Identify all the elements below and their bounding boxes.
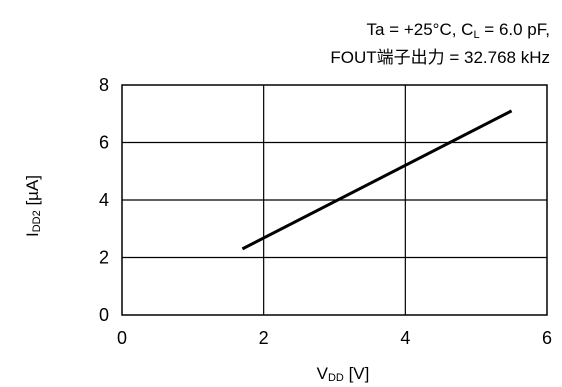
y-tick-label-2: 4	[99, 190, 109, 210]
x-tick-label-3: 6	[542, 328, 552, 348]
x-tick-label-0: 0	[117, 328, 127, 348]
series-group	[241, 109, 513, 251]
condition-line-2: FOUT端子出力 = 32.768 kHz	[330, 48, 550, 67]
y-tick-label-3: 6	[99, 133, 109, 153]
y-tick-label-4: 8	[99, 75, 109, 95]
x-axis-label: VDD [V]	[317, 364, 370, 384]
x-axis-label-sub: DD	[328, 372, 344, 384]
y-tick-label-0: 0	[99, 305, 109, 325]
x-axis-label-rest: [V]	[344, 364, 370, 383]
x-tick-label-2: 4	[400, 328, 410, 348]
plot-frame	[121, 84, 548, 316]
y-axis-label-rest: [µA]	[23, 175, 42, 210]
x-tick-label-1: 2	[259, 328, 269, 348]
y-tick-label-1: 2	[99, 248, 109, 268]
condition-line-1-sub: L	[473, 29, 479, 41]
y-tick-labels: 0 2 4 6 8	[99, 75, 109, 325]
y-axis-label-sub: DD2	[31, 210, 43, 232]
y-axis-label-main: I	[23, 232, 42, 237]
x-tick-labels: 0 2 4 6	[117, 328, 552, 348]
condition-line-1-b: = 6.0 pF,	[480, 20, 550, 39]
x-axis-label-main: V	[317, 364, 329, 383]
y-axis-label: IDD2 [µA]	[23, 175, 43, 237]
series-line-0	[241, 109, 513, 251]
condition-line-1: Ta = +25°C, CL = 6.0 pF,	[366, 20, 550, 41]
plot-area	[121, 84, 548, 316]
condition-line-1-a: Ta = +25°C, C	[366, 20, 473, 39]
